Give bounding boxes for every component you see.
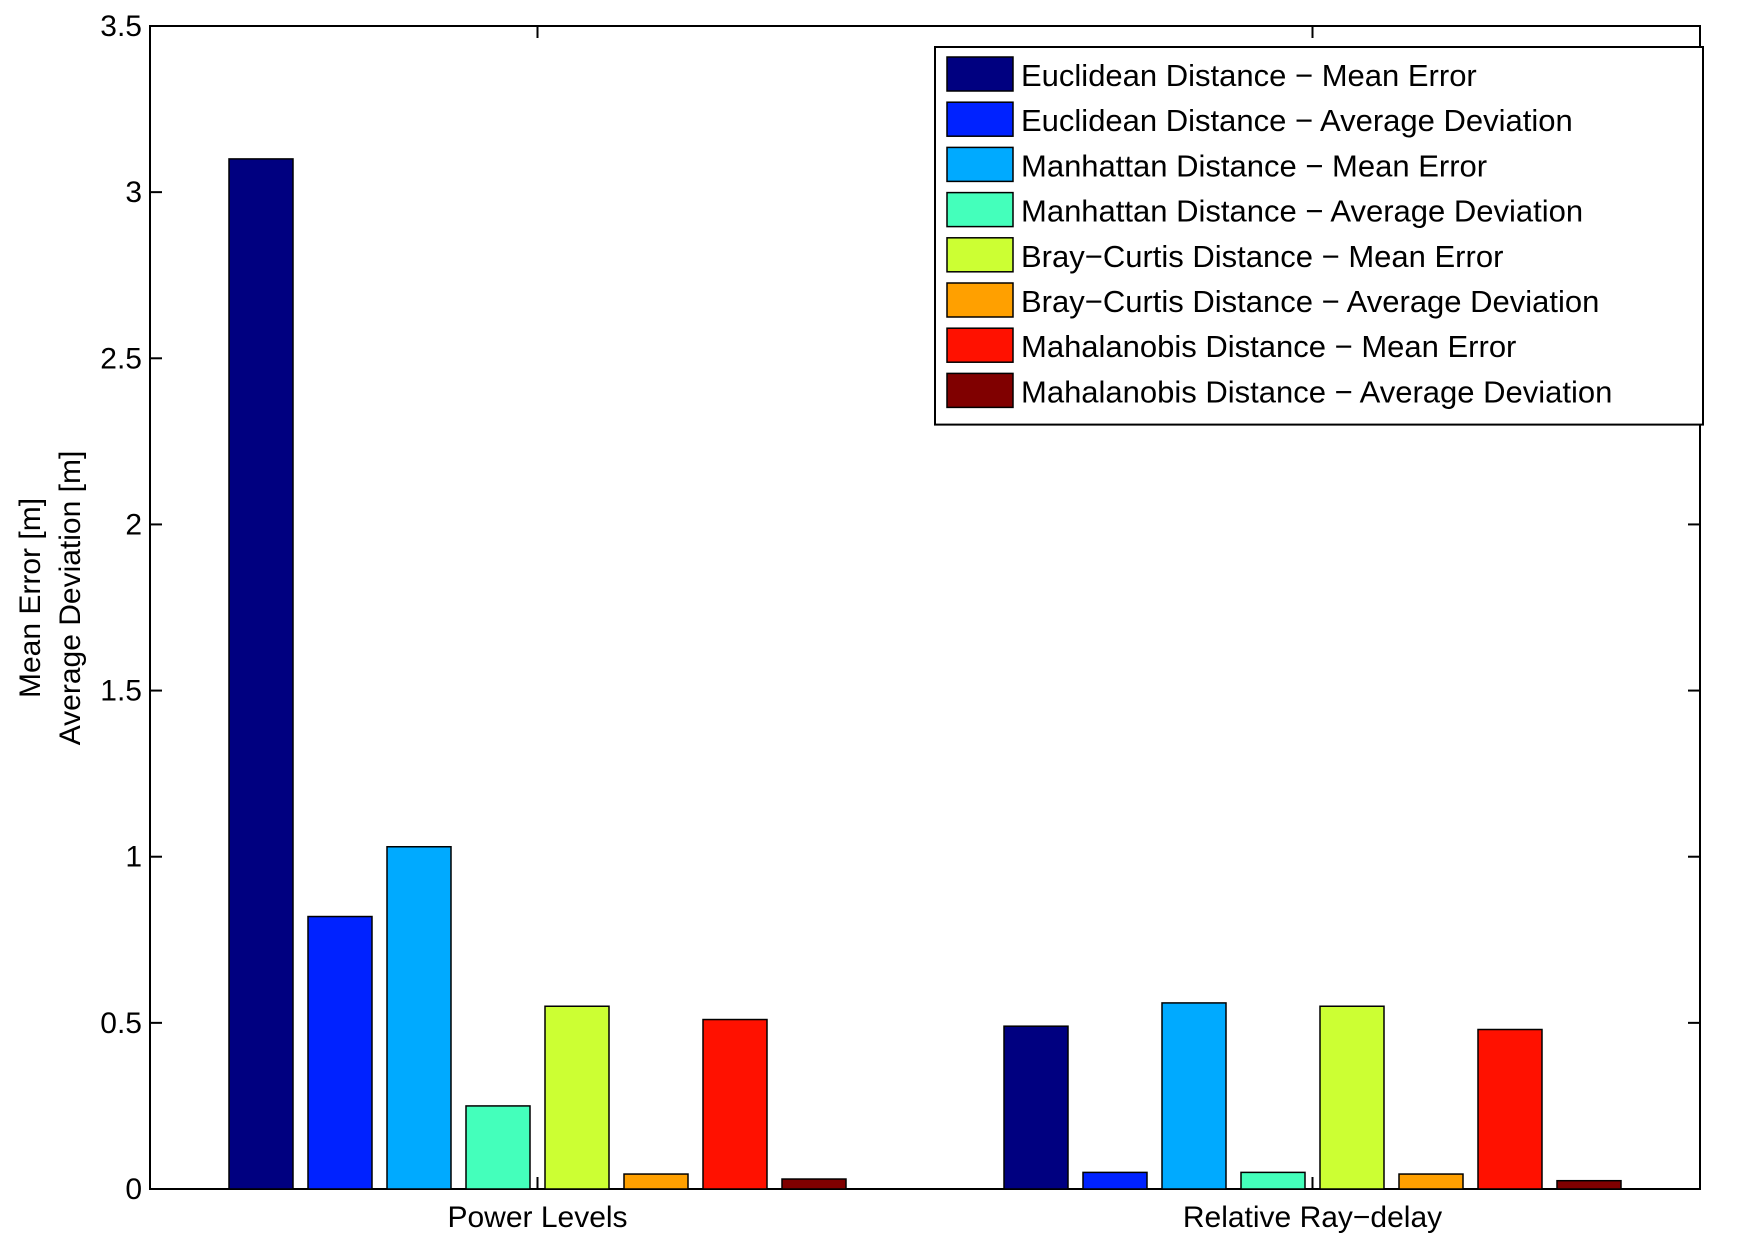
legend-swatch (946, 327, 1014, 363)
bar (307, 915, 373, 1190)
bar (781, 1178, 847, 1190)
bar (1082, 1171, 1148, 1190)
y-tick-label: 1.5 (100, 675, 142, 708)
bar (1003, 1025, 1069, 1190)
x-tick-label: Power Levels (447, 1201, 627, 1234)
legend-label: Manhattan Distance − Average Deviation (1021, 194, 1583, 229)
legend-label: Mahalanobis Distance − Average Deviation (1021, 374, 1612, 409)
y-tick-label: 3 (125, 176, 142, 209)
bar (544, 1005, 610, 1190)
x-tick-label: Relative Ray−delay (1183, 1201, 1442, 1234)
y-tick-label: 1 (125, 841, 142, 874)
bar (465, 1105, 531, 1190)
y-tick-label: 2.5 (100, 342, 142, 375)
legend-swatch (946, 237, 1014, 273)
legend-label: Manhattan Distance − Mean Error (1021, 148, 1487, 183)
y-tick-label: 0 (125, 1173, 142, 1206)
legend-label: Bray−Curtis Distance − Average Deviation (1021, 284, 1599, 319)
bar (1240, 1171, 1306, 1190)
bar (1319, 1005, 1385, 1190)
y-axis-label: Mean Error [m] Average Deviation [m] (14, 451, 87, 746)
bar (1398, 1173, 1464, 1190)
legend-swatch (946, 146, 1014, 183)
y-axis-label-line-2: Average Deviation [m] (54, 451, 87, 746)
bar (228, 158, 294, 1190)
legend-swatch (946, 191, 1014, 228)
legend-label: Bray−Curtis Distance − Mean Error (1021, 239, 1503, 274)
legend-label: Mahalanobis Distance − Mean Error (1021, 329, 1516, 364)
legend-box (934, 46, 1704, 426)
legend-swatch (946, 101, 1014, 137)
bar (1556, 1179, 1622, 1190)
y-tick-label: 3.5 (100, 10, 142, 43)
bar (702, 1018, 768, 1190)
legend-label: Euclidean Distance − Average Deviation (1021, 103, 1573, 138)
bar (386, 845, 452, 1190)
bar (1477, 1028, 1543, 1190)
legend-swatch (946, 282, 1014, 318)
bar (623, 1173, 689, 1190)
y-tick-label: 2 (125, 508, 142, 541)
bar (1161, 1002, 1227, 1190)
y-axis-label-line-1: Mean Error [m] (14, 498, 47, 698)
y-tick-label: 0.5 (100, 1007, 142, 1040)
legend-swatch (946, 372, 1014, 409)
legend-swatch (946, 56, 1014, 92)
plot-frame (149, 25, 1701, 1190)
legend-label: Euclidean Distance − Mean Error (1021, 58, 1477, 93)
